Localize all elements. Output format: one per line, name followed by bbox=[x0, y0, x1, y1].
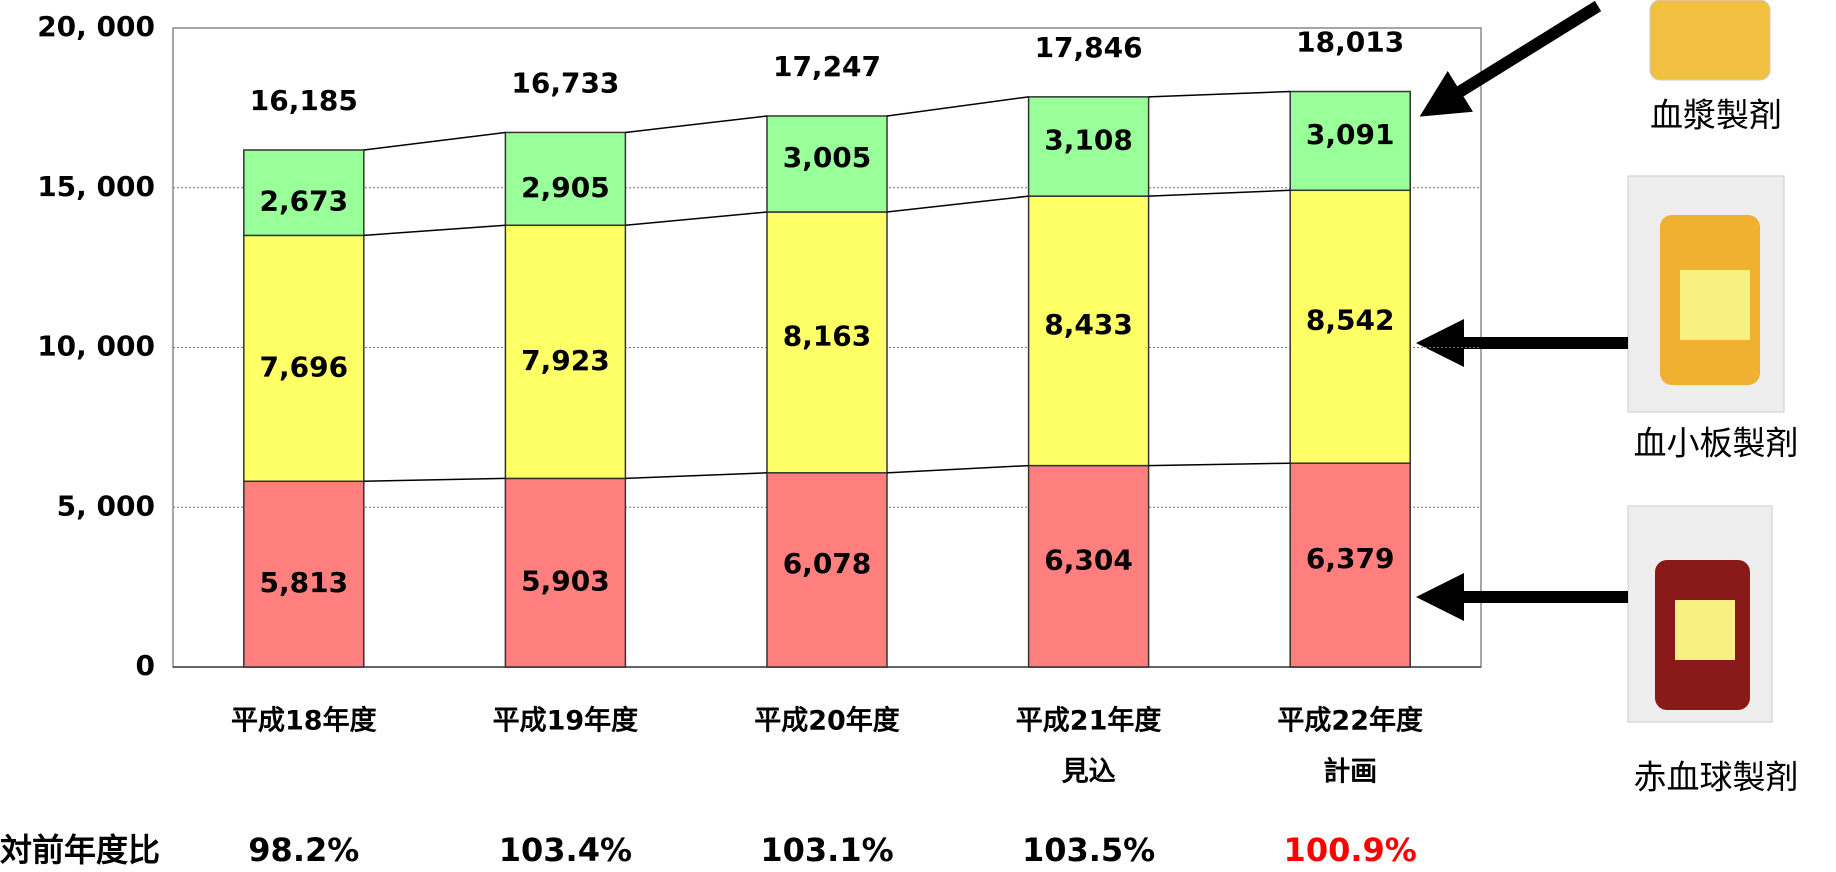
data-label: 5,813 bbox=[260, 566, 349, 599]
y-tick-label: 20, 000 bbox=[37, 10, 155, 43]
data-label: 6,304 bbox=[1044, 543, 1133, 576]
data-label: 7,696 bbox=[260, 350, 349, 383]
total-label: 17,846 bbox=[1035, 31, 1143, 64]
connector bbox=[364, 478, 506, 481]
chart: 0 5, 000 10, 000 15, 000 20, 000 5,813 7,696 2,… bbox=[0, 0, 1836, 872]
data-label: 5,903 bbox=[521, 565, 610, 598]
connector bbox=[625, 116, 767, 132]
y-tick-label: 10, 000 bbox=[37, 330, 155, 363]
x-tick-label: 平成22年度 bbox=[1277, 705, 1423, 737]
connector bbox=[1149, 190, 1291, 196]
data-label: 6,078 bbox=[783, 547, 872, 580]
data-label: 8,163 bbox=[783, 319, 872, 352]
legend-label: 血漿製剤 bbox=[1650, 96, 1782, 135]
y-tick-label: 0 bbox=[136, 649, 155, 682]
data-label: 6,379 bbox=[1306, 542, 1395, 575]
connector bbox=[625, 212, 767, 225]
x-tick-note: 計画 bbox=[1323, 756, 1377, 788]
data-label: 8,542 bbox=[1306, 304, 1395, 337]
arrows bbox=[1440, 6, 1628, 597]
data-label: 2,905 bbox=[521, 171, 610, 204]
ratio-value: 98.2% bbox=[248, 831, 359, 869]
data-label: 3,005 bbox=[783, 141, 872, 174]
total-label: 18,013 bbox=[1296, 25, 1404, 58]
connector bbox=[1149, 92, 1291, 97]
data-label: 3,091 bbox=[1306, 118, 1395, 151]
total-label: 16,185 bbox=[250, 84, 358, 117]
ratio-value: 103.4% bbox=[499, 831, 632, 869]
connector bbox=[364, 132, 506, 150]
legend-label: 血小板製剤 bbox=[1634, 424, 1799, 463]
ratio-value: 100.9% bbox=[1284, 831, 1417, 869]
y-tick-label: 5, 000 bbox=[57, 489, 155, 522]
x-tick-label: 平成19年度 bbox=[493, 705, 639, 737]
x-tick-label: 平成20年度 bbox=[754, 705, 900, 737]
ratio-label: 対前年度比 bbox=[0, 831, 160, 869]
connector bbox=[887, 196, 1029, 212]
connector bbox=[887, 466, 1029, 473]
data-label: 7,923 bbox=[521, 344, 610, 377]
connector bbox=[1149, 463, 1291, 465]
data-label: 2,673 bbox=[260, 185, 349, 218]
x-tick-label: 平成21年度 bbox=[1016, 705, 1162, 737]
x-tick-note: 見込 bbox=[1062, 757, 1116, 788]
total-label: 16,733 bbox=[511, 66, 619, 99]
ratio-value: 103.5% bbox=[1022, 831, 1155, 869]
legend-label: 赤血球製剤 bbox=[1634, 758, 1799, 797]
ratio-value: 103.1% bbox=[760, 831, 893, 869]
connector bbox=[364, 225, 506, 235]
x-tick-label: 平成18年度 bbox=[231, 705, 377, 737]
data-label: 3,108 bbox=[1044, 124, 1133, 157]
data-label: 8,433 bbox=[1044, 308, 1133, 341]
connector bbox=[625, 473, 767, 479]
connector bbox=[887, 97, 1029, 116]
y-tick-label: 15, 000 bbox=[37, 170, 155, 203]
total-label: 17,247 bbox=[773, 50, 881, 83]
